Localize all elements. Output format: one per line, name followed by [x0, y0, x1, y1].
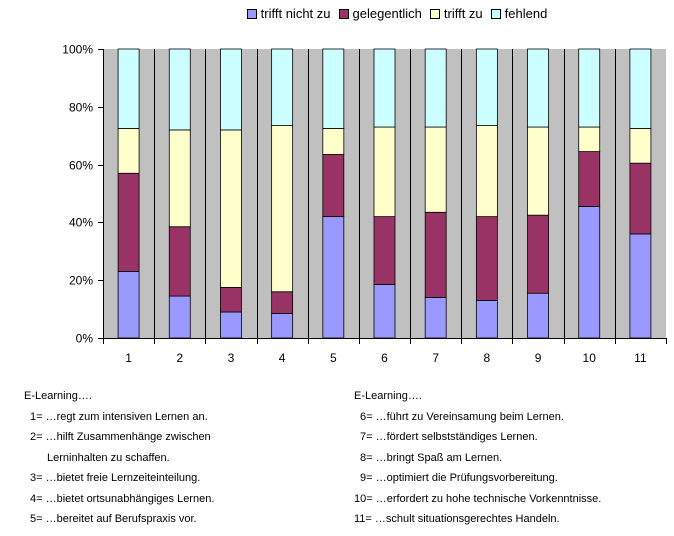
note-item-6: 6= …führt zu Vereinsamung beim Lernen. — [360, 410, 564, 423]
bar-7-1 — [424, 211, 447, 298]
bar-1-1 — [117, 172, 140, 272]
legend-notes-left: E-Learning…. 1= …regt zum intensiven Ler… — [24, 386, 214, 530]
chart-legend: trifft nicht zu gelegentlich trifft zu f… — [0, 6, 674, 21]
bar-8-2 — [475, 125, 498, 218]
legend-item-1: gelegentlich — [338, 6, 422, 21]
legend-swatch-2 — [429, 8, 440, 19]
y-tick-label-4: 80% — [69, 101, 93, 115]
legend-swatch-0 — [246, 8, 257, 19]
x-tick-label-8: 8 — [484, 351, 491, 365]
bar-3-3 — [220, 48, 242, 131]
legend-label-1: gelegentlich — [352, 6, 422, 21]
x-tick-label-6: 6 — [381, 351, 388, 365]
bar-2-1 — [168, 226, 191, 297]
x-tick-label-1: 1 — [125, 351, 132, 365]
stacked-bar-chart: 0% 20% 40% 60% 80% 100% 1 2 3 4 5 6 7 8 9 10 11 — [62, 43, 667, 365]
x-tick-label-11: 11 — [634, 351, 647, 365]
bar-7-2 — [424, 126, 447, 213]
bar-6-1 — [373, 216, 396, 285]
bar-3-0 — [220, 311, 242, 339]
bar-8-1 — [475, 216, 498, 301]
legend-item-3: fehlend — [490, 6, 548, 21]
x-tick-label-10: 10 — [583, 351, 597, 365]
bar-6-0 — [373, 284, 396, 339]
bar-5-3 — [322, 48, 345, 129]
bar-10-1 — [578, 151, 601, 207]
bar-3-1 — [220, 287, 242, 313]
bar-11-3 — [629, 48, 652, 129]
bar-8-3 — [475, 48, 498, 126]
legend-label-0: trifft nicht zu — [260, 6, 331, 21]
bar-4-3 — [271, 48, 294, 126]
bar-10-2 — [578, 126, 601, 152]
bar-5-0 — [322, 216, 345, 339]
bar-1-3 — [117, 48, 140, 129]
bar-2-3 — [168, 48, 191, 131]
legend-swatch-1 — [338, 8, 349, 19]
bar-11-0 — [629, 233, 652, 339]
legend-item-0: trifft nicht zu — [246, 6, 331, 21]
bar-4-1 — [271, 291, 294, 314]
bar-2-2 — [168, 129, 191, 228]
legend-label-2: trifft zu — [443, 6, 483, 21]
legend-notes-right: E-Learning…. 6= …führt zu Vereinsamung b… — [354, 386, 601, 530]
notes-left-heading: E-Learning…. — [24, 390, 92, 402]
x-tick-label-7: 7 — [432, 351, 439, 365]
bar-10-0 — [578, 206, 601, 339]
bar-9-2 — [527, 126, 549, 216]
bar-5-1 — [322, 154, 345, 218]
x-tick-label-3: 3 — [228, 351, 235, 365]
note-item-8: 8= …bringt Spaß am Lernen. — [360, 451, 503, 464]
y-tick-label-5: 100% — [62, 43, 93, 57]
bar-6-3 — [373, 48, 396, 128]
bar-4-0 — [271, 313, 294, 339]
bar-5-2 — [322, 128, 345, 155]
x-tick-label-9: 9 — [535, 351, 542, 365]
bar-11-1 — [629, 162, 652, 235]
legend-label-3: fehlend — [504, 6, 548, 21]
x-tick-label-5: 5 — [330, 351, 337, 365]
bar-1-2 — [117, 128, 140, 174]
y-tick-label-1: 20% — [69, 274, 93, 288]
note-item-3: 3= …bietet freie Lernzeiteinteilung. — [30, 472, 201, 484]
x-tick-label-4: 4 — [279, 351, 286, 365]
legend-item-2: trifft zu — [429, 6, 483, 21]
bar-7-3 — [424, 48, 447, 128]
notes-right-heading: E-Learning…. — [354, 390, 422, 402]
y-tick-label-3: 60% — [69, 159, 93, 173]
bar-1-0 — [117, 271, 140, 339]
bar-9-0 — [527, 292, 549, 339]
bar-9-1 — [527, 214, 549, 294]
note-item-11: 11= …schult situationsgerechtes Handeln. — [354, 513, 560, 525]
x-tick-label-2: 2 — [176, 351, 183, 365]
note-item-4: 4= …bietet ortsunabhängiges Lernen. — [30, 492, 215, 505]
bar-6-2 — [373, 126, 396, 218]
note-item-9: 9= …optimiert die Prüfungsvorbereitung. — [360, 472, 558, 484]
bar-10-3 — [578, 48, 601, 128]
note-item-1: 1= …regt zum intensiven Lernen an. — [30, 410, 208, 423]
note-item-5: 5= …bereitet auf Berufspraxis vor. — [30, 513, 197, 525]
bar-2-0 — [168, 295, 191, 339]
note-item-2-cont: Lerninhalten zu schaffen. — [47, 451, 170, 464]
legend-swatch-3 — [490, 8, 501, 19]
bar-7-0 — [424, 297, 447, 339]
bar-3-2 — [220, 129, 242, 288]
y-tick-label-2: 40% — [69, 216, 93, 230]
bar-4-2 — [271, 125, 294, 293]
bar-9-3 — [527, 48, 549, 128]
bar-8-0 — [475, 300, 498, 339]
note-item-7: 7= …fördert selbstständiges Lernen. — [360, 431, 538, 443]
note-item-10: 10= …erfordert zu hohe technische Vorken… — [354, 492, 602, 505]
bar-11-2 — [629, 128, 652, 164]
y-tick-label-0: 0% — [76, 332, 94, 346]
note-item-2: 2= …hilft Zusammenhänge zwischen — [30, 431, 211, 443]
